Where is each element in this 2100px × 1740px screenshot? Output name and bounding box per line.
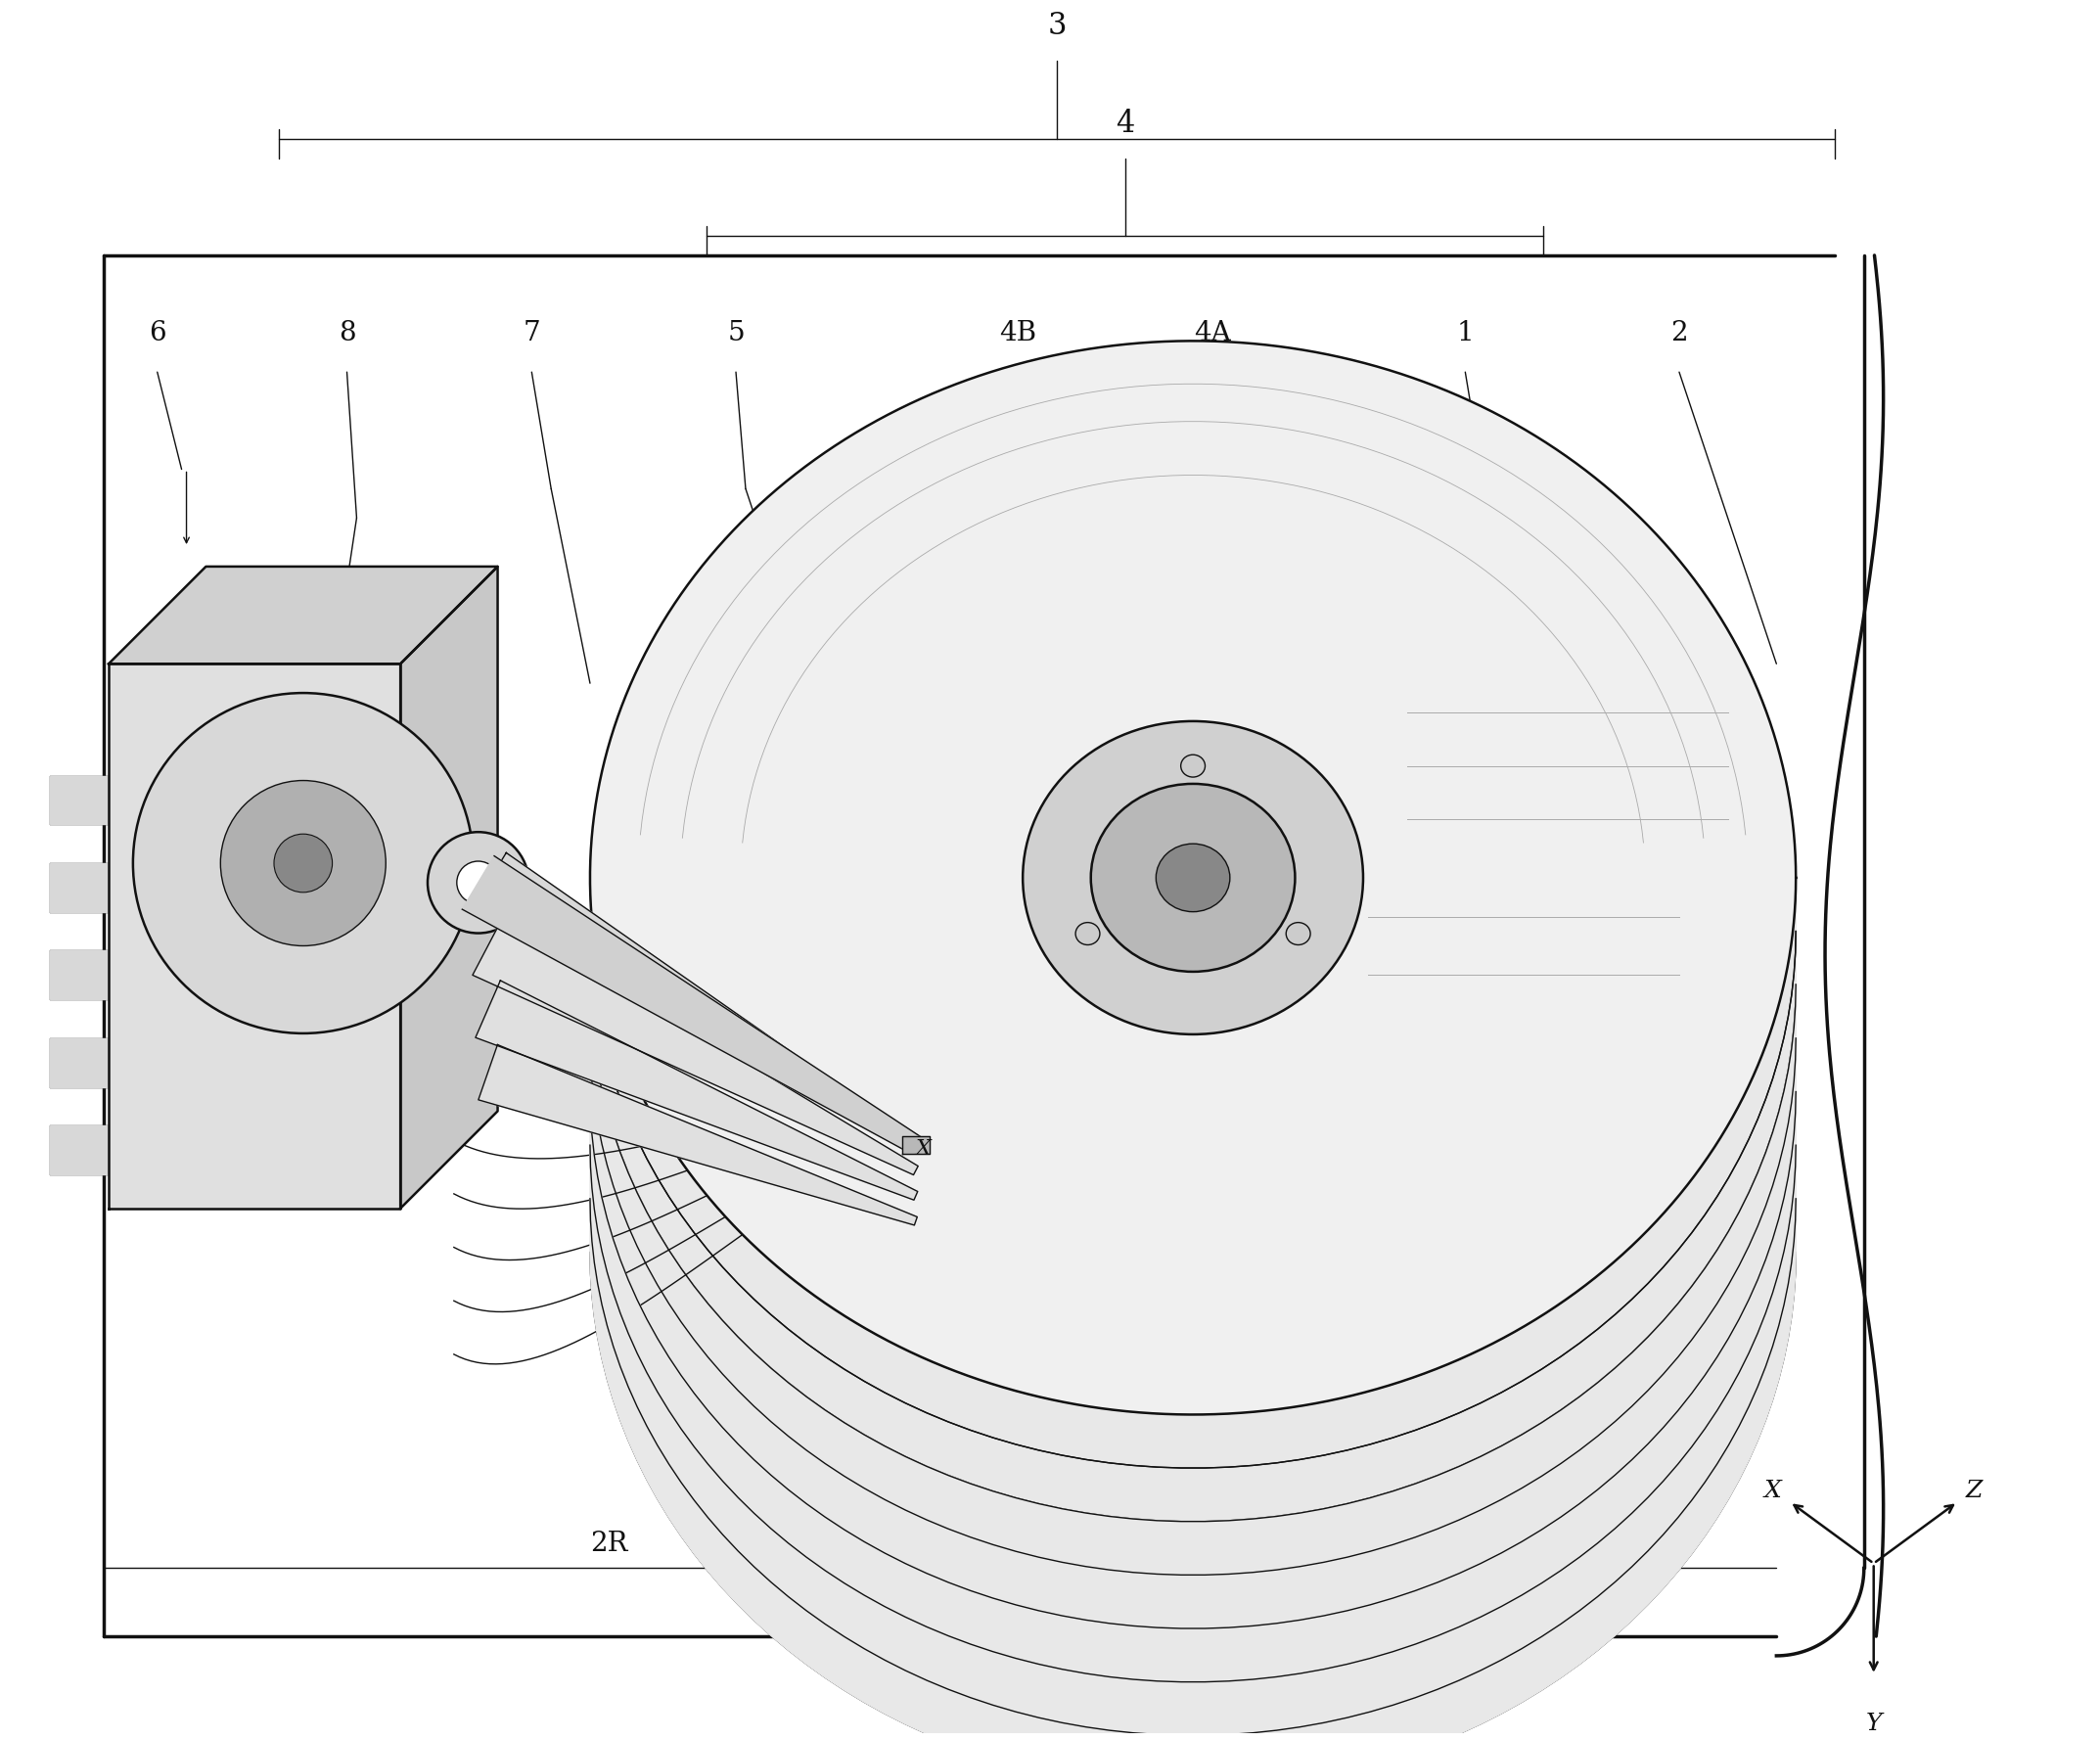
Ellipse shape (1023, 720, 1363, 1034)
Polygon shape (109, 663, 401, 1208)
Polygon shape (50, 1126, 109, 1174)
Text: 5: 5 (727, 320, 746, 346)
Polygon shape (475, 981, 918, 1201)
Ellipse shape (273, 833, 332, 893)
Polygon shape (50, 863, 109, 912)
Ellipse shape (1090, 783, 1296, 971)
Polygon shape (470, 853, 918, 1150)
Text: X: X (916, 1138, 930, 1161)
Text: 8: 8 (338, 320, 355, 346)
Ellipse shape (1180, 755, 1205, 778)
Polygon shape (590, 1145, 1796, 1735)
Text: 4A: 4A (1195, 320, 1231, 346)
Ellipse shape (1155, 844, 1231, 912)
Text: Z: Z (1966, 1479, 1982, 1502)
Text: 1: 1 (1457, 320, 1474, 346)
Polygon shape (590, 931, 1796, 1521)
Text: 4: 4 (1115, 108, 1134, 139)
Polygon shape (50, 950, 109, 999)
Polygon shape (590, 1199, 1796, 1740)
Polygon shape (590, 1039, 1796, 1629)
Polygon shape (590, 877, 1796, 1469)
Polygon shape (903, 1136, 930, 1154)
Text: 9: 9 (951, 1531, 968, 1557)
Polygon shape (462, 856, 920, 1154)
Ellipse shape (132, 693, 473, 1034)
Ellipse shape (1075, 922, 1100, 945)
Polygon shape (50, 776, 109, 825)
Text: 2R: 2R (590, 1531, 628, 1557)
Polygon shape (109, 567, 498, 663)
Text: 3: 3 (1048, 10, 1067, 42)
Polygon shape (50, 1039, 109, 1088)
Text: 6: 6 (149, 320, 166, 346)
Text: X: X (1764, 1479, 1781, 1502)
Ellipse shape (1285, 922, 1310, 945)
Polygon shape (590, 1091, 1796, 1683)
Polygon shape (479, 1044, 918, 1225)
Ellipse shape (458, 861, 500, 905)
Ellipse shape (220, 781, 386, 947)
Polygon shape (590, 985, 1796, 1575)
Polygon shape (590, 341, 1796, 1415)
Text: Y: Y (1865, 1712, 1882, 1735)
Text: 7: 7 (523, 320, 540, 346)
Text: 4B: 4B (1000, 320, 1037, 346)
Polygon shape (401, 567, 498, 1208)
Text: 2: 2 (1672, 320, 1688, 346)
Ellipse shape (428, 832, 529, 933)
Polygon shape (473, 917, 918, 1174)
